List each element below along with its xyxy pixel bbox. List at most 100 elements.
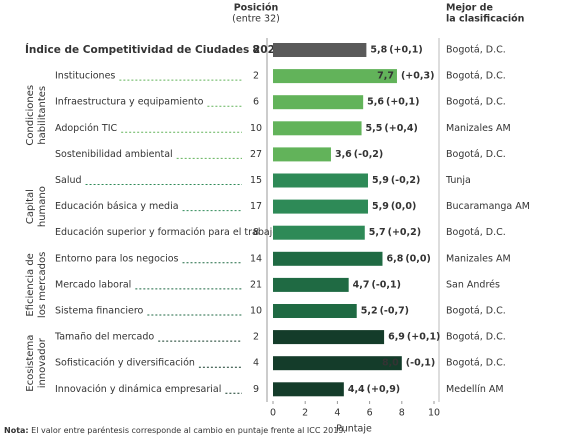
category-label: Educación superior y formación para el t… <box>55 227 278 238</box>
group-label: Eficiencia de <box>25 253 36 316</box>
change-label: (-0,1) <box>372 279 401 290</box>
bar <box>273 95 364 110</box>
group-label: Capital <box>25 189 36 224</box>
category-label: Sofisticación y diversificación <box>55 358 195 369</box>
position: 2 <box>253 332 259 343</box>
change-label: (-0,2) <box>354 149 383 160</box>
note-label: Nota: <box>4 426 29 435</box>
change-label: (0,0) <box>391 201 417 212</box>
bar <box>273 69 397 84</box>
group-label: los mercados <box>37 252 48 318</box>
value-label: 4,4 <box>348 384 365 395</box>
best-label: Medellín AM <box>446 384 504 395</box>
bar <box>273 225 365 240</box>
bar <box>273 121 362 136</box>
bar <box>273 356 402 371</box>
bar <box>273 330 385 345</box>
category-label: Tamaño del mercado <box>54 332 154 343</box>
value-label: 4,7 <box>353 279 370 290</box>
position: 8 <box>253 227 259 238</box>
category-label: Educación básica y media <box>55 201 179 212</box>
change-label: (-0,1) <box>406 358 435 369</box>
best-label: Tunja <box>445 175 471 186</box>
value-label: 5,2 <box>361 306 378 317</box>
position: 17 <box>250 201 262 212</box>
group-label: innovador <box>37 337 48 388</box>
bar <box>273 43 367 57</box>
header: Mejor de <box>446 3 493 14</box>
position: 4 <box>253 358 259 369</box>
group-label: humano <box>37 186 48 227</box>
category-label: Infraestructura y equipamiento <box>55 97 204 108</box>
best-label: Bogotá, D.C. <box>446 332 506 343</box>
header: Posición <box>234 3 279 14</box>
value-label: 5,7 <box>369 227 386 238</box>
bar <box>273 382 344 397</box>
category-label: Mercado laboral <box>55 279 131 290</box>
position: 9 <box>253 384 259 395</box>
bar <box>273 251 383 266</box>
category-label: Sostenibilidad ambiental <box>55 149 173 160</box>
best-label: Bogotá, D.C. <box>446 358 506 369</box>
value-label: 6,8 <box>386 253 403 264</box>
group-label: habilitantes <box>37 86 48 145</box>
best-label: Bogotá, D.C. <box>446 45 506 56</box>
category-label: Entorno para los negocios <box>55 253 179 264</box>
header: la clasificación <box>446 14 525 25</box>
change-label: (+0,1) <box>386 97 419 108</box>
category-label: Instituciones <box>55 71 115 82</box>
change-label: (0,0) <box>405 253 431 264</box>
value-label: 3,6 <box>335 149 352 160</box>
group-label: Ecosistema <box>25 335 36 392</box>
value-label: 5,8 <box>370 45 387 56</box>
value-label: 7,7 <box>377 71 394 82</box>
category-label: Adopción TIC <box>55 123 118 134</box>
note: Nota: El valor entre paréntesis correspo… <box>4 425 346 435</box>
change-label: (+0,2) <box>388 227 421 238</box>
value-label: 5,9 <box>372 201 389 212</box>
change-label: (+0,1) <box>407 332 440 343</box>
change-label: (+0,9) <box>367 384 400 395</box>
position: 8 <box>252 44 259 56</box>
bar <box>273 304 357 318</box>
group-label: Condiciones <box>25 85 36 146</box>
change-label: (+0,3) <box>401 71 434 82</box>
position: 6 <box>253 97 259 108</box>
header: (entre 32) <box>232 14 280 25</box>
best-label: Bucaramanga AM <box>446 201 530 212</box>
value-label: 5,5 <box>366 123 383 134</box>
best-label: Bogotá, D.C. <box>446 227 506 238</box>
change-label: (+0,4) <box>384 123 417 134</box>
x-tick-label: 4 <box>334 408 340 419</box>
best-label: Manizales AM <box>446 123 511 134</box>
x-tick-label: 6 <box>367 408 373 419</box>
x-tick-label: 0 <box>270 408 276 419</box>
bar <box>273 147 331 162</box>
position: 10 <box>250 123 262 134</box>
x-tick-label: 8 <box>399 408 405 419</box>
x-axis-label: Puntaje <box>336 424 372 435</box>
change-label: (-0,7) <box>380 306 409 317</box>
position: 27 <box>250 149 262 160</box>
category-label: Innovación y dinámica empresarial <box>55 384 221 395</box>
best-label: Bogotá, D.C. <box>446 306 506 317</box>
best-label: San Andrés <box>446 279 500 290</box>
best-label: Bogotá, D.C. <box>446 149 506 160</box>
category-label: Salud <box>55 175 82 186</box>
note-text: El valor entre paréntesis corresponde al… <box>31 425 346 435</box>
best-label: Bogotá, D.C. <box>446 97 506 108</box>
bar <box>273 199 368 214</box>
position: 15 <box>250 175 262 186</box>
value-label: 5,6 <box>367 97 384 108</box>
x-tick-label: 2 <box>302 408 308 419</box>
bar <box>273 173 368 188</box>
category-label: Índice de Competitividad de Ciudades 202… <box>25 43 282 56</box>
bar <box>273 277 349 292</box>
value-label: 5,9 <box>372 175 389 186</box>
x-tick-label: 10 <box>428 408 440 419</box>
position: 10 <box>250 306 262 317</box>
position: 14 <box>250 253 262 264</box>
category-label: Sistema financiero <box>55 306 144 317</box>
change-label: (-0,2) <box>391 175 420 186</box>
